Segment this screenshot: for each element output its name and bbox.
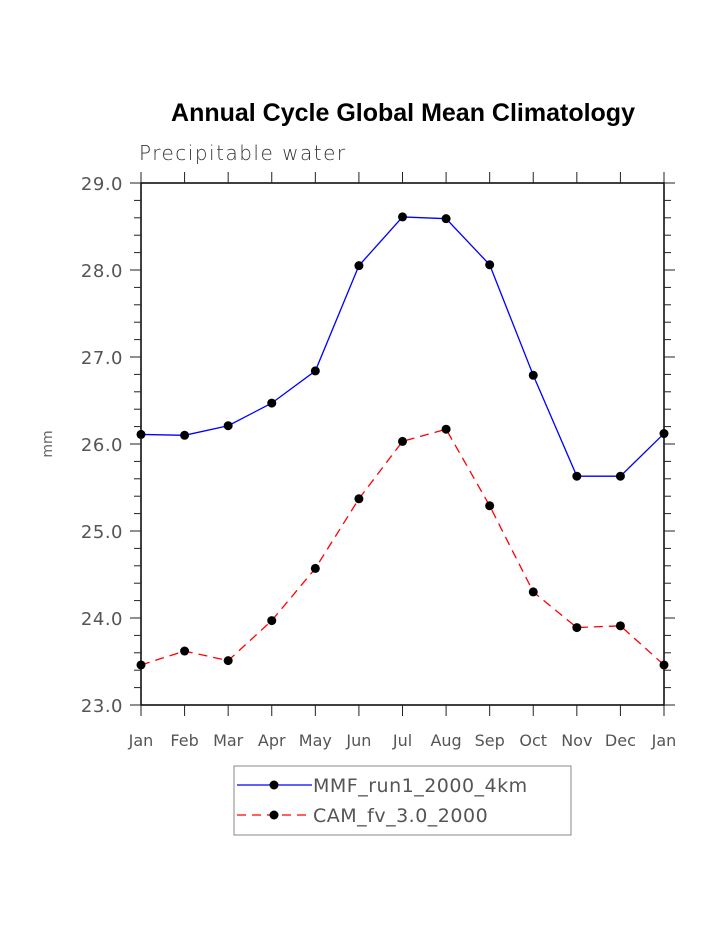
x-tick-label: Jan	[128, 731, 154, 750]
data-point	[441, 214, 451, 224]
y-axis-label: mm	[40, 430, 56, 457]
data-point	[310, 366, 320, 376]
x-tick-label: Aug	[430, 731, 461, 750]
data-point	[354, 261, 364, 271]
x-tick-label: Apr	[258, 731, 286, 750]
y-tick-label: 24.0	[81, 609, 123, 630]
y-tick-label: 25.0	[81, 522, 123, 543]
y-tick-label: 27.0	[81, 348, 123, 369]
data-point	[267, 398, 277, 408]
data-point	[659, 429, 669, 439]
data-point	[267, 616, 277, 626]
x-tick-label: Oct	[519, 731, 547, 750]
data-point	[223, 421, 233, 431]
legend-entry: MMF_run1_2000_4km	[237, 775, 528, 797]
data-point	[180, 430, 190, 440]
y-tick-label: 26.0	[81, 435, 123, 456]
legend-entry: CAM_fv_3.0_2000	[237, 805, 488, 827]
data-point	[354, 494, 364, 504]
data-point	[398, 436, 407, 446]
series-line	[140, 428, 665, 666]
x-tick-label: Jun	[345, 731, 371, 750]
x-tick-label: Mar	[213, 731, 244, 750]
y-tick-label: 23.0	[81, 696, 123, 717]
x-tick-label: Sep	[475, 731, 505, 750]
series-0	[136, 212, 669, 481]
data-point	[310, 563, 320, 573]
chart-title: Annual Cycle Global Mean Climatology	[171, 99, 635, 127]
legend-label: CAM_fv_3.0_2000	[313, 805, 488, 827]
data-point	[572, 471, 582, 481]
data-point	[441, 424, 451, 434]
y-tick-label: 29.0	[81, 174, 123, 195]
x-tick-labels: Jan Feb Mar Apr May Jun Jul Aug Sep Oct Nov Dec Jan	[128, 731, 677, 750]
x-tick-label: Feb	[170, 731, 198, 750]
data-point	[528, 587, 538, 597]
data-point	[572, 623, 582, 633]
data-point	[615, 621, 625, 631]
series-1	[136, 424, 669, 670]
legend-box	[233, 765, 572, 836]
axes	[130, 172, 675, 716]
data-point	[180, 646, 190, 656]
data-point	[398, 212, 407, 222]
x-tick-label: Jan	[651, 731, 677, 750]
data-point	[528, 370, 538, 380]
data-point	[485, 501, 495, 511]
legend-label: MMF_run1_2000_4km	[313, 775, 528, 797]
y-tick-label: 28.0	[81, 261, 123, 282]
x-tick-label: Dec	[605, 731, 636, 750]
legend-marker	[269, 780, 279, 790]
data-point	[659, 660, 669, 670]
data-point	[615, 471, 625, 481]
chart-subtitle: Precipitable water	[139, 141, 347, 165]
x-tick-label: May	[299, 731, 332, 750]
data-point	[485, 260, 495, 270]
data-point	[136, 429, 146, 439]
x-tick-label: Nov	[561, 731, 592, 750]
series-layer	[136, 212, 669, 670]
y-tick-labels: 23.0 24.0 25.0 26.0 27.0 28.0 29.0	[81, 174, 123, 717]
x-tick-label: Jul	[392, 731, 412, 750]
data-point	[223, 656, 233, 666]
legend: MMF_run1_2000_4km CAM_fv_3.0_2000	[233, 765, 572, 836]
legend-marker	[269, 810, 279, 820]
data-point	[136, 660, 146, 670]
